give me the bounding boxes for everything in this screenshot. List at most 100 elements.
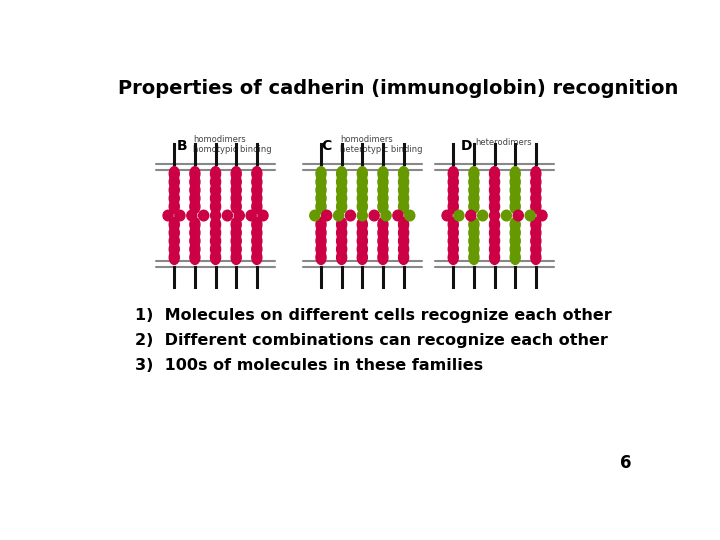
Ellipse shape	[357, 218, 367, 232]
Ellipse shape	[490, 199, 500, 214]
Ellipse shape	[231, 251, 241, 265]
Ellipse shape	[469, 242, 479, 256]
Ellipse shape	[490, 175, 500, 189]
Ellipse shape	[378, 175, 388, 189]
Ellipse shape	[399, 183, 409, 197]
Ellipse shape	[469, 226, 479, 240]
Ellipse shape	[469, 183, 479, 197]
Ellipse shape	[449, 234, 459, 248]
Ellipse shape	[378, 167, 388, 181]
Text: D: D	[461, 139, 472, 153]
Ellipse shape	[231, 175, 241, 189]
Ellipse shape	[357, 242, 367, 256]
Ellipse shape	[399, 175, 409, 189]
Ellipse shape	[231, 191, 241, 205]
Ellipse shape	[252, 175, 262, 189]
Ellipse shape	[490, 234, 500, 248]
Ellipse shape	[252, 226, 262, 240]
Ellipse shape	[490, 226, 500, 240]
Ellipse shape	[252, 218, 262, 232]
Text: 3)  100s of molecules in these families: 3) 100s of molecules in these families	[135, 358, 483, 373]
Ellipse shape	[357, 226, 367, 240]
Ellipse shape	[357, 175, 367, 189]
Ellipse shape	[190, 183, 200, 197]
Ellipse shape	[231, 167, 241, 181]
Ellipse shape	[316, 199, 326, 214]
Ellipse shape	[399, 199, 409, 214]
Ellipse shape	[169, 251, 179, 265]
Ellipse shape	[346, 210, 356, 221]
Ellipse shape	[510, 234, 521, 248]
Text: 1)  Molecules on different cells recognize each other: 1) Molecules on different cells recogniz…	[135, 308, 611, 323]
Ellipse shape	[210, 218, 220, 232]
Ellipse shape	[246, 210, 256, 221]
Ellipse shape	[316, 242, 326, 256]
Ellipse shape	[337, 226, 347, 240]
Ellipse shape	[378, 199, 388, 214]
Ellipse shape	[190, 191, 200, 205]
Ellipse shape	[337, 175, 347, 189]
Ellipse shape	[531, 218, 541, 232]
Ellipse shape	[316, 167, 326, 181]
Ellipse shape	[490, 167, 500, 181]
Ellipse shape	[469, 191, 479, 205]
Ellipse shape	[175, 210, 185, 221]
Text: B: B	[176, 139, 187, 153]
Ellipse shape	[501, 210, 511, 221]
Ellipse shape	[449, 226, 459, 240]
Ellipse shape	[252, 191, 262, 205]
Ellipse shape	[490, 242, 500, 256]
Ellipse shape	[337, 183, 347, 197]
Ellipse shape	[169, 226, 179, 240]
Ellipse shape	[210, 183, 220, 197]
Ellipse shape	[357, 183, 367, 197]
Ellipse shape	[210, 234, 220, 248]
Ellipse shape	[357, 191, 367, 205]
Ellipse shape	[190, 234, 200, 248]
Ellipse shape	[381, 210, 391, 221]
Ellipse shape	[449, 175, 459, 189]
Ellipse shape	[469, 218, 479, 232]
Ellipse shape	[510, 199, 521, 214]
Ellipse shape	[310, 210, 320, 221]
Ellipse shape	[357, 234, 367, 248]
Ellipse shape	[510, 175, 521, 189]
Ellipse shape	[510, 226, 521, 240]
Text: C: C	[322, 139, 332, 153]
Ellipse shape	[199, 210, 209, 221]
Ellipse shape	[510, 167, 521, 181]
Ellipse shape	[378, 191, 388, 205]
Ellipse shape	[231, 226, 241, 240]
Ellipse shape	[316, 234, 326, 248]
Ellipse shape	[337, 199, 347, 214]
Ellipse shape	[231, 242, 241, 256]
Ellipse shape	[252, 251, 262, 265]
Ellipse shape	[169, 167, 179, 181]
Ellipse shape	[510, 191, 521, 205]
Ellipse shape	[513, 210, 523, 221]
Ellipse shape	[169, 218, 179, 232]
Ellipse shape	[469, 251, 479, 265]
Ellipse shape	[469, 234, 479, 248]
Ellipse shape	[337, 251, 347, 265]
Ellipse shape	[231, 234, 241, 248]
Ellipse shape	[531, 199, 541, 214]
Ellipse shape	[252, 242, 262, 256]
Ellipse shape	[190, 167, 200, 181]
Ellipse shape	[337, 191, 347, 205]
Ellipse shape	[393, 210, 403, 221]
Ellipse shape	[222, 210, 233, 221]
Ellipse shape	[378, 242, 388, 256]
Ellipse shape	[490, 218, 500, 232]
Ellipse shape	[531, 175, 541, 189]
Ellipse shape	[469, 199, 479, 214]
Ellipse shape	[490, 183, 500, 197]
Ellipse shape	[399, 226, 409, 240]
Ellipse shape	[442, 210, 452, 221]
Ellipse shape	[378, 234, 388, 248]
Ellipse shape	[378, 183, 388, 197]
Ellipse shape	[399, 251, 409, 265]
Ellipse shape	[210, 242, 220, 256]
Ellipse shape	[449, 167, 459, 181]
Ellipse shape	[210, 226, 220, 240]
